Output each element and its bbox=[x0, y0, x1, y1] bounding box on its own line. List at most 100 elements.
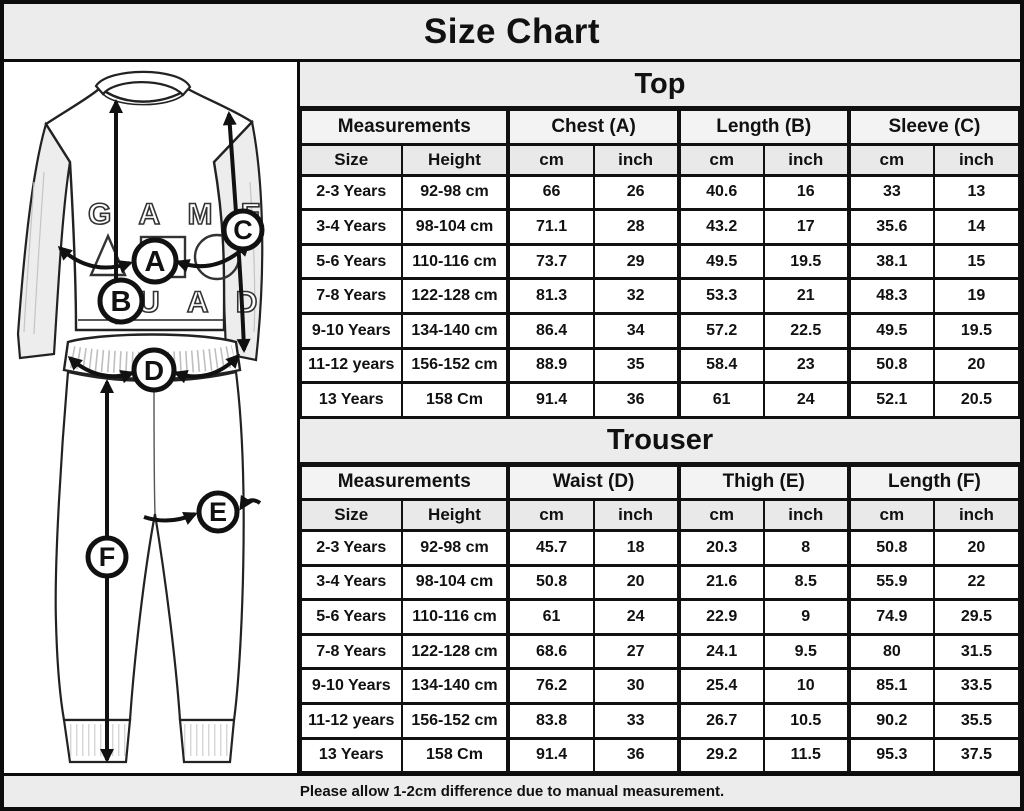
left-cuff bbox=[62, 718, 132, 764]
table-cell: 49.5 bbox=[676, 242, 765, 280]
thigh-badge: E bbox=[196, 490, 240, 534]
table-cell: 19.5 bbox=[932, 311, 1021, 350]
table-cell: 22 bbox=[932, 563, 1021, 601]
table-cell: 17 bbox=[762, 208, 850, 246]
table-cell: 9-10 Years bbox=[300, 667, 403, 705]
sub-header-cell: Height bbox=[400, 143, 510, 177]
table-cell: 26 bbox=[592, 173, 680, 211]
group-header-cell: Length (F) bbox=[846, 464, 1021, 501]
sub-header-cell: Height bbox=[400, 498, 510, 532]
page-title-text: Size Chart bbox=[423, 11, 601, 51]
page-title: Size Chart bbox=[4, 4, 1020, 62]
table-cell: 27 bbox=[592, 632, 680, 670]
svg-text:F: F bbox=[99, 542, 116, 572]
table-cell: 22.5 bbox=[762, 311, 850, 350]
right-cuff bbox=[178, 718, 236, 764]
table-cell: 15 bbox=[932, 242, 1021, 280]
table-cell: 86.4 bbox=[506, 311, 595, 350]
svg-text:C: C bbox=[233, 215, 253, 245]
shirt-collar bbox=[94, 70, 192, 97]
trouser-table-title: Trouser bbox=[300, 417, 1020, 465]
table-cell: 35.6 bbox=[846, 208, 935, 246]
table-cell: 13 Years bbox=[300, 736, 403, 773]
table-cell: 61 bbox=[676, 381, 765, 418]
content-area: G A M E U A D bbox=[4, 62, 1021, 774]
thigh-arrow-curl bbox=[239, 494, 262, 511]
sub-header-cell: cm bbox=[676, 143, 765, 177]
table-cell: 74.9 bbox=[846, 598, 935, 636]
table-cell: 11-12 years bbox=[300, 702, 403, 740]
table-cell: 19 bbox=[932, 277, 1021, 315]
table-cell: 13 bbox=[932, 173, 1021, 211]
table-cell: 14 bbox=[932, 208, 1021, 246]
table-row: 5-6 Years 110-116 cm 73.7 29 49.5 19.5 38.1 15 bbox=[300, 242, 1021, 280]
table-cell: 10 bbox=[762, 667, 850, 705]
table-row: 3-4 Years 98-104 cm 71.1 28 43.2 17 35.6 14 bbox=[300, 208, 1021, 246]
table-cell: 9.5 bbox=[762, 632, 850, 670]
table-cell: 158 Cm bbox=[400, 381, 510, 418]
table-cell: 34 bbox=[592, 311, 680, 350]
table-cell: 49.5 bbox=[846, 311, 935, 350]
table-cell: 134-140 cm bbox=[400, 311, 510, 350]
table-cell: 2-3 Years bbox=[300, 529, 403, 567]
trouser-table: Measurements Waist (D) Thigh (E) Length (F)… bbox=[299, 464, 1021, 774]
table-cell: 92-98 cm bbox=[400, 173, 510, 211]
table-cell: 156-152 cm bbox=[400, 702, 510, 740]
table-cell: 30 bbox=[592, 667, 680, 705]
sub-header-cell: cm bbox=[676, 498, 765, 532]
table-cell: 8 bbox=[762, 529, 850, 567]
table-cell: 16 bbox=[762, 173, 850, 211]
table-row: 11-12 years 156-152 cm 83.8 33 26.7 10.5 90.2 3… bbox=[300, 702, 1021, 740]
table-cell: 35 bbox=[592, 346, 680, 384]
sub-header-cell: cm bbox=[846, 143, 935, 177]
table-row: 7-8 Years 122-128 cm 81.3 32 53.3 21 48.3 19 bbox=[300, 277, 1021, 315]
table-cell: 28 bbox=[592, 208, 680, 246]
table-cell: 83.8 bbox=[506, 702, 595, 740]
shirt-print-line2: U A D bbox=[138, 286, 267, 319]
table-cell: 134-140 cm bbox=[400, 667, 510, 705]
table-cell: 33 bbox=[592, 702, 680, 740]
svg-text:B: B bbox=[111, 286, 132, 318]
table-cell: 91.4 bbox=[506, 381, 595, 418]
table-cell: 156-152 cm bbox=[400, 346, 510, 384]
table-row: 13 Years 158 Cm 91.4 36 61 24 52.1 20.5 bbox=[300, 381, 1021, 418]
table-cell: 20 bbox=[932, 346, 1021, 384]
trouser-table-body: 2-3 Years 92-98 cm 45.7 18 20.3 8 50.8 20 3-4 Ye… bbox=[300, 529, 1021, 773]
table-row: 13 Years 158 Cm 91.4 36 29.2 11.5 95.3 37.5 bbox=[300, 736, 1021, 773]
table-cell: 110-116 cm bbox=[400, 598, 510, 636]
table-row: 2-3 Years 92-98 cm 66 26 40.6 16 33 13 bbox=[300, 173, 1021, 211]
table-cell: 11.5 bbox=[762, 736, 850, 773]
table-cell: 71.1 bbox=[506, 208, 595, 246]
sub-header-cell: cm bbox=[506, 143, 595, 177]
table-cell: 23 bbox=[762, 346, 850, 384]
table-cell: 92-98 cm bbox=[400, 529, 510, 567]
footer-note: Please allow 1-2cm difference due to man… bbox=[4, 773, 1020, 807]
table-cell: 91.4 bbox=[506, 736, 595, 773]
top-sub-header-row: Size Height cm inch cm inch cm inch bbox=[300, 143, 1021, 177]
table-cell: 50.8 bbox=[846, 529, 935, 567]
svg-text:E: E bbox=[209, 497, 227, 527]
chest-badge: A bbox=[131, 237, 179, 285]
table-cell: 18 bbox=[592, 529, 680, 567]
table-cell: 95.3 bbox=[846, 736, 935, 773]
sub-header-cell: Size bbox=[300, 498, 403, 532]
table-cell: 24 bbox=[592, 598, 680, 636]
table-cell: 7-8 Years bbox=[300, 632, 403, 670]
table-cell: 5-6 Years bbox=[300, 242, 403, 280]
table-cell: 38.1 bbox=[846, 242, 935, 280]
top-table-body: 2-3 Years 92-98 cm 66 26 40.6 16 33 13 3-4 Years… bbox=[300, 173, 1021, 418]
table-cell: 45.7 bbox=[506, 529, 595, 567]
table-cell: 48.3 bbox=[846, 277, 935, 315]
table-cell: 40.6 bbox=[676, 173, 765, 211]
top-length-badge: B bbox=[97, 277, 145, 325]
table-row: 7-8 Years 122-128 cm 68.6 27 24.1 9.5 80 31.5 bbox=[300, 632, 1021, 670]
table-cell: 20 bbox=[592, 563, 680, 601]
size-tables: Top Measurements Chest (A) Length (B) Sleev… bbox=[299, 62, 1021, 774]
table-cell: 29 bbox=[592, 242, 680, 280]
svg-text:D: D bbox=[144, 355, 164, 386]
group-header-cell: Chest (A) bbox=[506, 109, 680, 146]
waist-arrow-right bbox=[173, 353, 241, 384]
table-cell: 33.5 bbox=[932, 667, 1021, 705]
table-cell: 19.5 bbox=[762, 242, 850, 280]
